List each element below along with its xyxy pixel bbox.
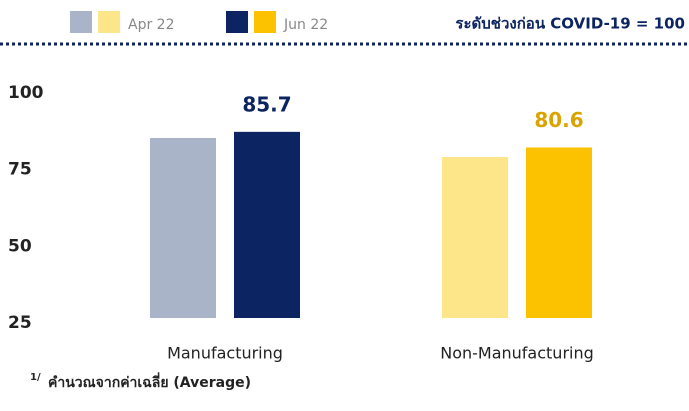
y-tick-label: 100 [8, 83, 44, 103]
legend-swatch [98, 11, 120, 33]
legend-label: Apr 22 [128, 17, 174, 33]
x-tick-label: Non-Manufacturing [440, 344, 594, 363]
footnote-marker: 1/ [30, 372, 41, 383]
legend-swatch [226, 11, 248, 33]
data-label: 80.6 [534, 108, 583, 132]
bar [442, 157, 508, 318]
legend-swatch [70, 11, 92, 33]
bar [234, 131, 300, 318]
x-tick-label: Manufacturing [167, 344, 283, 363]
bar [150, 137, 216, 318]
data-label: 85.7 [242, 92, 291, 116]
note: ระดับช่วงก่อน COVID-19 = 100 [455, 15, 685, 33]
bar [526, 147, 592, 318]
y-tick-label: 50 [8, 236, 32, 256]
y-tick-label: 75 [8, 160, 32, 180]
footnote: คำนวณจากค่าเฉลี่ย (Average) [48, 372, 251, 391]
y-tick-label: 25 [8, 313, 32, 333]
legend-swatch [254, 11, 276, 33]
legend-label: Jun 22 [283, 17, 328, 33]
